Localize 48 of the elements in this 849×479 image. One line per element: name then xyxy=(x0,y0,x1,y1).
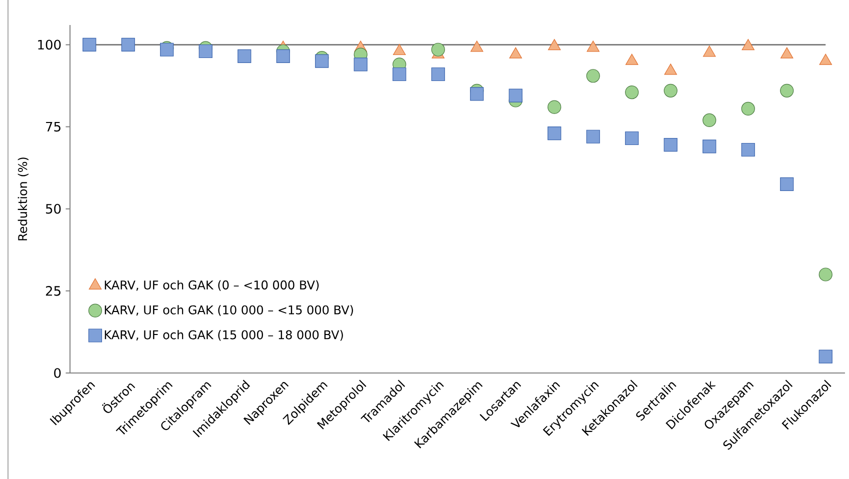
point xyxy=(664,84,678,98)
y-tick-label: 100 xyxy=(38,40,61,50)
legend-label: KARV, UF och GAK (10 000 – <15 000 BV) xyxy=(104,305,354,316)
point xyxy=(431,42,445,56)
point xyxy=(586,69,600,83)
point xyxy=(586,130,600,144)
point xyxy=(431,67,445,82)
point xyxy=(741,142,755,157)
point xyxy=(392,67,406,82)
point xyxy=(702,113,716,127)
point xyxy=(198,44,212,58)
y-axis-title: Reduktion (%) xyxy=(18,158,29,240)
y-tick-label: 25 xyxy=(46,286,60,296)
point xyxy=(626,54,638,65)
point xyxy=(315,54,329,68)
point xyxy=(780,47,794,58)
point xyxy=(780,84,794,98)
point xyxy=(470,87,484,101)
point xyxy=(548,100,562,114)
point xyxy=(703,46,716,57)
point xyxy=(508,88,522,102)
point xyxy=(82,38,96,52)
y-tick-label: 75 xyxy=(46,122,60,132)
y-tick-label: 0 xyxy=(54,368,61,378)
point xyxy=(586,40,600,52)
point xyxy=(818,268,832,282)
legend-label: KARV, UF och GAK (15 000 – 18 000 BV) xyxy=(104,330,343,341)
y-tick-label: 50 xyxy=(46,204,61,214)
point xyxy=(742,39,754,50)
point xyxy=(354,58,368,72)
point xyxy=(276,49,290,63)
point xyxy=(780,177,794,192)
legend-label: KARV, UF och GAK (0 – <10 000 BV) xyxy=(104,280,319,291)
point xyxy=(121,38,135,52)
point xyxy=(664,138,678,152)
point xyxy=(238,49,252,63)
point xyxy=(625,131,639,146)
point xyxy=(702,140,716,154)
point xyxy=(819,54,832,65)
point xyxy=(741,102,755,116)
point xyxy=(625,85,639,100)
point xyxy=(470,40,484,52)
point xyxy=(818,350,832,364)
point xyxy=(509,47,522,58)
point xyxy=(548,39,561,50)
point xyxy=(548,126,562,140)
point xyxy=(393,44,406,56)
point xyxy=(664,64,677,75)
